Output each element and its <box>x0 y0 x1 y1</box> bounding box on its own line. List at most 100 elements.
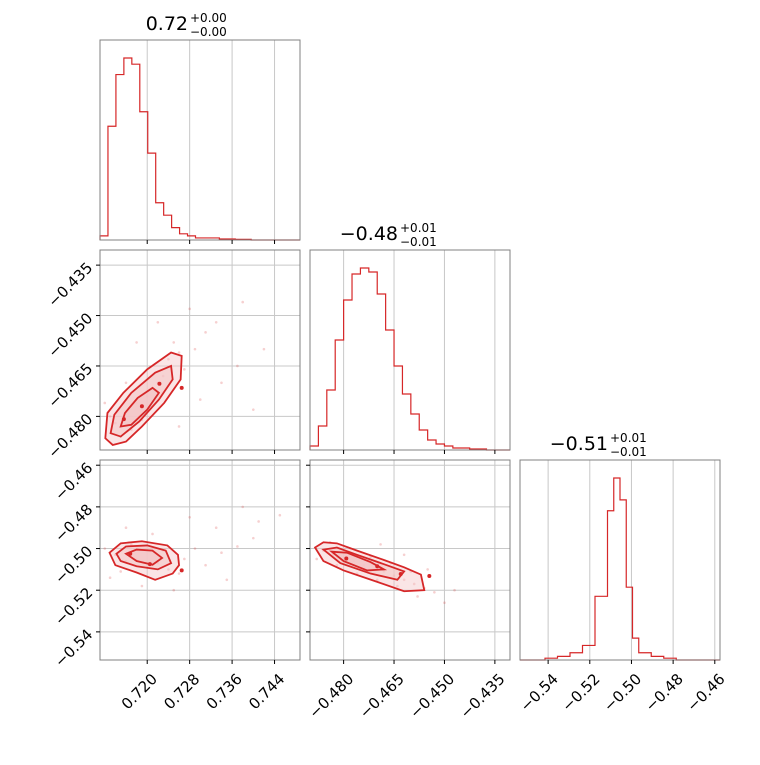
panel-1-1: −0.48 +0.01−0.01 <box>309 221 511 454</box>
scatter-point <box>241 300 245 304</box>
scatter-point <box>402 578 406 582</box>
panel-frame <box>309 459 511 661</box>
contour-island <box>179 385 184 390</box>
scatter-point <box>379 543 382 546</box>
scatter-point <box>119 570 122 573</box>
x-tick-label: 0.744 <box>245 670 288 713</box>
panel-frame <box>309 249 511 451</box>
y-tick-label: −0.465 <box>44 360 96 412</box>
scatter-point <box>204 563 207 567</box>
x-tick-label: −0.465 <box>356 670 408 722</box>
title-plus: +0.01 <box>610 431 647 445</box>
scatter-point <box>108 576 112 580</box>
scatter-point <box>183 368 186 371</box>
scatter-point <box>236 545 239 548</box>
scatter-point <box>433 590 436 594</box>
contour-island <box>179 568 184 573</box>
scatter-point <box>177 572 181 575</box>
panel-title: −0.51 <box>550 433 608 455</box>
x-tick-label: −0.52 <box>558 670 603 715</box>
y-tick-label: −0.48 <box>51 501 96 546</box>
contour-island <box>427 574 432 579</box>
panel-2-0 <box>96 459 301 664</box>
scatter-point <box>257 520 260 523</box>
scatter-point <box>198 398 202 401</box>
scatter-point <box>151 532 154 536</box>
scatter-point <box>183 557 186 561</box>
scatter-point <box>241 505 245 509</box>
x-tick-label: −0.48 <box>642 670 687 715</box>
panel-frame <box>519 459 721 661</box>
scatter-point <box>177 351 181 354</box>
panel-1-0 <box>96 249 301 454</box>
scatter-point <box>402 553 406 557</box>
y-tick-label: −0.435 <box>44 259 96 311</box>
x-tick-label: 0.736 <box>203 670 246 713</box>
panel-frame <box>99 39 301 241</box>
x-tick-label: −0.435 <box>457 670 509 722</box>
histogram-line <box>309 267 510 451</box>
scatter-point <box>177 425 181 428</box>
y-tick-label: −0.52 <box>51 584 96 629</box>
scatter-point <box>140 584 144 588</box>
contour-island <box>147 562 152 567</box>
scatter-point <box>252 536 255 540</box>
panel-2-1 <box>306 459 511 664</box>
y-tick-label: −0.46 <box>51 459 96 504</box>
scatter-point <box>129 543 133 546</box>
x-tick-label: −0.480 <box>305 670 357 722</box>
contour-level <box>119 386 161 428</box>
scatter-point <box>278 513 282 517</box>
contour-island <box>344 556 349 561</box>
scatter-point <box>453 588 456 592</box>
y-tick-label: −0.50 <box>51 542 96 587</box>
panel-2-2: −0.51 +0.01−0.01 <box>519 431 721 664</box>
contour-level <box>329 550 388 572</box>
histogram-line <box>520 477 720 661</box>
x-tick-label: −0.450 <box>406 670 458 722</box>
histogram-line <box>99 57 300 241</box>
scatter-point <box>214 526 218 530</box>
title-minus: −0.01 <box>400 235 437 249</box>
panel-frame <box>99 459 301 661</box>
scatter-point <box>135 341 138 344</box>
scatter-point <box>396 584 399 588</box>
scatter-point <box>262 347 266 351</box>
title-minus: −0.00 <box>190 25 227 39</box>
scatter-point <box>124 526 128 530</box>
scatter-point <box>108 415 112 418</box>
scatter-point <box>204 331 207 334</box>
scatter-point <box>103 401 107 405</box>
scatter-point <box>426 568 429 571</box>
panel-title: 0.72 <box>146 13 188 35</box>
scatter-point <box>236 364 239 368</box>
x-tick-label: 0.728 <box>160 670 203 713</box>
scatter-point <box>156 320 160 324</box>
scatter-point <box>193 347 197 351</box>
contour-island <box>398 571 403 576</box>
contour-level <box>124 548 164 566</box>
scatter-point <box>167 357 170 361</box>
scatter-point <box>252 408 255 411</box>
panel-title: −0.48 <box>340 223 398 245</box>
scatter-point <box>188 515 191 519</box>
title-plus: +0.00 <box>190 11 227 25</box>
scatter-point <box>315 557 319 561</box>
scatter-point <box>193 547 197 550</box>
scatter-point <box>214 320 218 324</box>
y-tick-label: −0.480 <box>44 410 96 462</box>
x-tick-label: 0.720 <box>118 670 161 713</box>
x-tick-label: −0.50 <box>600 670 645 715</box>
title-plus: +0.01 <box>400 221 437 235</box>
scatter-point <box>225 578 229 582</box>
y-tick-label: −0.450 <box>44 309 96 361</box>
scatter-point <box>172 588 176 592</box>
scatter-point <box>103 547 107 550</box>
scatter-point <box>375 578 379 582</box>
scatter-point <box>188 307 191 311</box>
scatter-point <box>167 568 170 571</box>
scatter-point <box>124 381 128 385</box>
scatter-point <box>220 551 223 555</box>
title-minus: −0.01 <box>610 445 647 459</box>
